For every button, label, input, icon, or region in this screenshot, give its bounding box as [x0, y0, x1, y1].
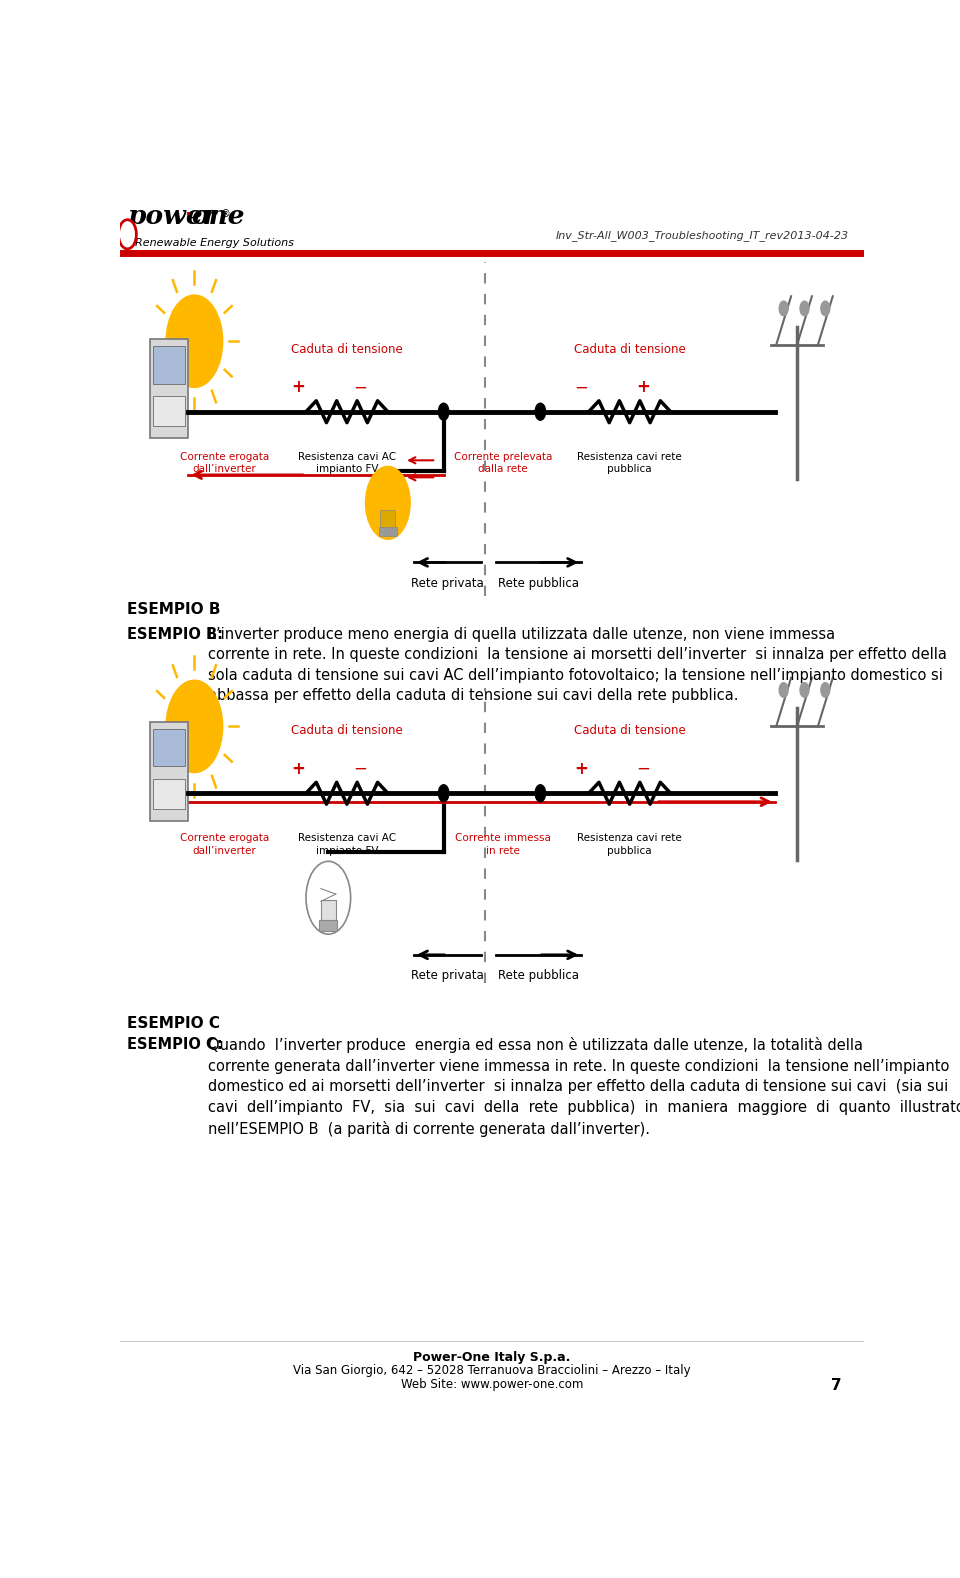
- FancyBboxPatch shape: [380, 510, 396, 529]
- Circle shape: [166, 295, 223, 388]
- Text: ESEMPIO B:: ESEMPIO B:: [128, 626, 224, 642]
- Text: Corrente erogata
dall’inverter: Corrente erogata dall’inverter: [180, 833, 269, 855]
- Circle shape: [821, 683, 829, 697]
- Text: +: +: [574, 761, 588, 778]
- Text: Resistenza cavi rete
pubblica: Resistenza cavi rete pubblica: [577, 833, 682, 855]
- Circle shape: [366, 467, 410, 540]
- Circle shape: [535, 784, 545, 802]
- Text: Rete privata: Rete privata: [411, 578, 484, 590]
- Text: −: −: [574, 379, 588, 396]
- Text: Caduta di tensione: Caduta di tensione: [574, 342, 685, 355]
- Text: Power-One Italy S.p.a.: Power-One Italy S.p.a.: [414, 1351, 570, 1363]
- Text: −: −: [353, 761, 368, 778]
- Text: Web Site: www.power-one.com: Web Site: www.power-one.com: [401, 1378, 583, 1390]
- Circle shape: [439, 404, 449, 420]
- Text: Corrente erogata
dall’inverter: Corrente erogata dall’inverter: [180, 451, 269, 475]
- Circle shape: [800, 683, 809, 697]
- Circle shape: [821, 301, 829, 316]
- Text: L’inverter produce meno energia di quella utilizzata dalle utenze, non viene imm: L’inverter produce meno energia di quell…: [207, 626, 947, 702]
- FancyBboxPatch shape: [321, 899, 336, 922]
- Circle shape: [800, 301, 809, 316]
- Text: −: −: [636, 761, 650, 778]
- Circle shape: [118, 219, 136, 249]
- FancyBboxPatch shape: [150, 339, 188, 439]
- FancyBboxPatch shape: [150, 721, 188, 821]
- FancyBboxPatch shape: [154, 396, 184, 426]
- Text: power: power: [128, 204, 217, 229]
- Circle shape: [780, 301, 788, 316]
- Text: Caduta di tensione: Caduta di tensione: [291, 342, 403, 355]
- Text: +: +: [292, 761, 305, 778]
- Text: Quando  l’inverter produce  energia ed essa non è utilizzata dalle utenze, la to: Quando l’inverter produce energia ed ess…: [207, 1037, 960, 1136]
- Text: Renewable Energy Solutions: Renewable Energy Solutions: [134, 238, 294, 248]
- Text: +: +: [292, 379, 305, 396]
- Text: Via San Giorgio, 642 – 52028 Terranuova Bracciolini – Arezzo – Italy: Via San Giorgio, 642 – 52028 Terranuova …: [293, 1365, 691, 1378]
- Text: Caduta di tensione: Caduta di tensione: [574, 724, 685, 737]
- Text: ESEMPIO B: ESEMPIO B: [128, 603, 221, 617]
- Text: ESEMPIO C: ESEMPIO C: [128, 1016, 221, 1030]
- Text: −: −: [353, 379, 368, 396]
- Circle shape: [306, 862, 350, 934]
- Text: Resistenza cavi AC
impianto FV: Resistenza cavi AC impianto FV: [298, 451, 396, 475]
- FancyBboxPatch shape: [379, 527, 396, 535]
- Text: ®: ®: [221, 210, 230, 219]
- Text: Resistenza cavi rete
pubblica: Resistenza cavi rete pubblica: [577, 451, 682, 475]
- FancyBboxPatch shape: [154, 729, 184, 767]
- Text: Corrente prelevata
dalla rete: Corrente prelevata dalla rete: [454, 451, 552, 475]
- Text: ESEMPIO C:: ESEMPIO C:: [128, 1037, 223, 1053]
- Text: ·: ·: [183, 204, 192, 229]
- Text: +: +: [636, 379, 650, 396]
- Circle shape: [780, 683, 788, 697]
- Text: Inv_Str-All_W003_Troubleshooting_IT_rev2013-04-23: Inv_Str-All_W003_Troubleshooting_IT_rev2…: [556, 230, 849, 241]
- Circle shape: [439, 784, 449, 802]
- Text: 7: 7: [831, 1378, 842, 1393]
- FancyBboxPatch shape: [154, 780, 184, 810]
- Text: Caduta di tensione: Caduta di tensione: [291, 724, 403, 737]
- Circle shape: [166, 680, 223, 773]
- Text: Corrente immessa
in rete: Corrente immessa in rete: [455, 833, 551, 855]
- Circle shape: [535, 404, 545, 420]
- FancyBboxPatch shape: [154, 346, 184, 383]
- Text: one: one: [191, 204, 244, 229]
- Text: Rete pubblica: Rete pubblica: [498, 969, 580, 983]
- FancyBboxPatch shape: [320, 920, 337, 931]
- Text: Resistenza cavi AC
impianto FV: Resistenza cavi AC impianto FV: [298, 833, 396, 855]
- Text: Rete privata: Rete privata: [411, 969, 484, 983]
- Text: Rete pubblica: Rete pubblica: [498, 578, 580, 590]
